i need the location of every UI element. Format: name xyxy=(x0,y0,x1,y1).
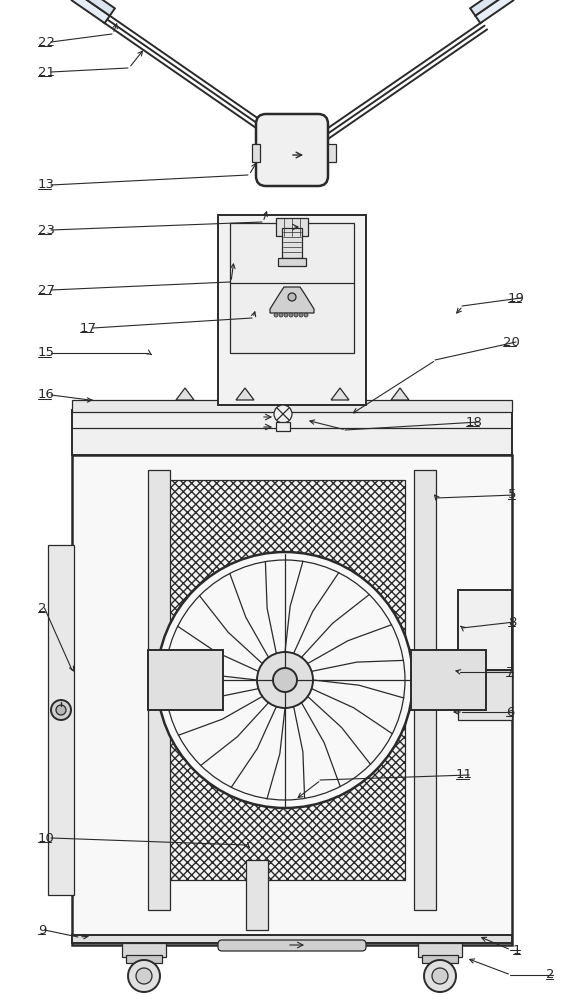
Bar xyxy=(411,650,486,710)
Circle shape xyxy=(299,313,303,317)
Bar xyxy=(72,455,512,945)
Text: 27: 27 xyxy=(38,284,55,296)
Circle shape xyxy=(136,968,152,984)
Bar xyxy=(72,400,512,412)
Bar xyxy=(252,144,260,162)
FancyBboxPatch shape xyxy=(256,114,328,186)
Text: 15: 15 xyxy=(38,347,55,360)
Bar xyxy=(458,670,512,720)
Polygon shape xyxy=(475,0,513,23)
Polygon shape xyxy=(331,388,349,400)
Circle shape xyxy=(274,313,278,317)
Text: 2: 2 xyxy=(546,968,554,982)
Circle shape xyxy=(289,313,293,317)
Text: 7: 7 xyxy=(506,666,515,678)
Bar xyxy=(122,943,166,957)
Polygon shape xyxy=(391,388,409,400)
Polygon shape xyxy=(470,0,508,16)
Polygon shape xyxy=(77,0,115,16)
Circle shape xyxy=(257,652,313,708)
Circle shape xyxy=(432,968,448,984)
Bar xyxy=(328,144,336,162)
Bar xyxy=(72,935,512,943)
Bar xyxy=(418,943,462,957)
Bar xyxy=(422,955,458,963)
Circle shape xyxy=(51,700,71,720)
Bar xyxy=(165,480,405,880)
Circle shape xyxy=(273,668,297,692)
Text: 21: 21 xyxy=(38,66,55,79)
Text: 23: 23 xyxy=(38,224,55,236)
Bar xyxy=(230,223,354,353)
Text: 5: 5 xyxy=(508,488,517,502)
Text: 13: 13 xyxy=(38,178,55,192)
Text: 20: 20 xyxy=(503,336,520,349)
Bar xyxy=(246,860,268,930)
Text: 8: 8 xyxy=(508,615,517,629)
Circle shape xyxy=(424,960,456,992)
Circle shape xyxy=(128,960,160,992)
Bar xyxy=(414,470,436,910)
Bar xyxy=(278,258,306,266)
Bar xyxy=(282,228,302,258)
Text: 18: 18 xyxy=(466,416,483,428)
Text: 11: 11 xyxy=(456,768,473,782)
Text: 16: 16 xyxy=(38,388,55,401)
Text: 9: 9 xyxy=(38,924,47,936)
Text: 2: 2 xyxy=(38,601,47,614)
Bar xyxy=(72,410,512,455)
Circle shape xyxy=(56,705,66,715)
Bar xyxy=(148,470,170,910)
Bar xyxy=(218,215,366,405)
Bar xyxy=(276,422,290,431)
Circle shape xyxy=(294,313,298,317)
Text: 6: 6 xyxy=(506,706,514,718)
Circle shape xyxy=(304,313,308,317)
Polygon shape xyxy=(236,388,254,400)
FancyBboxPatch shape xyxy=(218,940,366,951)
Text: 22: 22 xyxy=(38,35,55,48)
Polygon shape xyxy=(72,0,110,23)
Polygon shape xyxy=(270,287,314,313)
Text: 1: 1 xyxy=(513,944,522,956)
Circle shape xyxy=(279,313,283,317)
Text: 19: 19 xyxy=(508,292,525,304)
Bar xyxy=(458,590,512,670)
Circle shape xyxy=(288,293,296,301)
Circle shape xyxy=(284,313,288,317)
Bar xyxy=(276,218,308,236)
Bar xyxy=(126,955,162,963)
Text: 10: 10 xyxy=(38,832,55,844)
Bar xyxy=(148,650,223,710)
Text: 17: 17 xyxy=(80,322,97,334)
Polygon shape xyxy=(176,388,194,400)
Circle shape xyxy=(274,405,292,423)
Bar xyxy=(48,545,74,895)
Circle shape xyxy=(157,552,413,808)
